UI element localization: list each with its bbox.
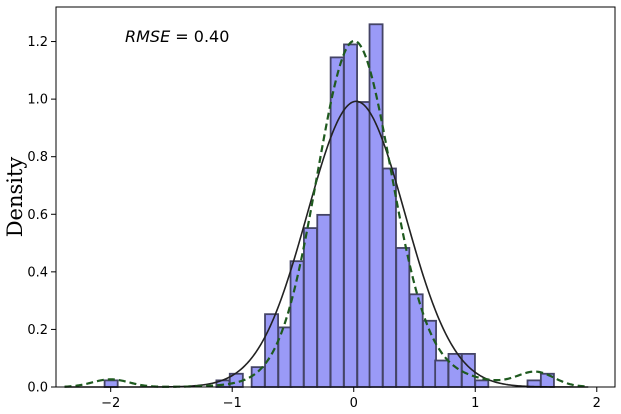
histogram-bar-0	[103, 379, 119, 388]
histogram-bar-10	[343, 43, 358, 388]
x-tick-label-3: 1	[471, 396, 479, 411]
y-tick-label-2: 0.4	[27, 265, 48, 280]
y-axis-label: Density	[3, 157, 27, 238]
histogram-bar-5	[277, 326, 293, 388]
histogram-bar-18	[447, 352, 463, 388]
x-tick-label-1: −1	[223, 396, 242, 411]
x-tick-label-2: 0	[350, 396, 358, 411]
y-tick-label-1: 0.2	[27, 323, 48, 338]
y-tick-label-6: 1.2	[27, 35, 48, 50]
axes: −2 −1 0 1 2 0.0 0.2 0.4 0.6 0.8 1.0 1.2	[27, 35, 601, 411]
histogram-bar-13	[381, 167, 397, 388]
histogram-bar-11	[356, 101, 372, 388]
rmse-annotation: RMSE = 0.40	[125, 27, 229, 46]
x-tick-label-0: −2	[101, 396, 120, 411]
y-tick-label-3: 0.6	[27, 208, 48, 223]
x-tick-label-4: 2	[593, 396, 601, 411]
histogram-bar-14	[395, 247, 411, 388]
y-tick-label-0: 0.0	[27, 381, 48, 396]
histogram-bar-20	[474, 379, 490, 388]
y-tick-label-5: 1.0	[27, 93, 48, 108]
kde-curve	[64, 39, 589, 388]
histogram-bar-9	[329, 56, 345, 388]
histogram-bar-8	[316, 213, 332, 388]
y-tick-label-4: 0.8	[27, 150, 48, 165]
histogram-bar-12	[368, 23, 384, 388]
histogram-bar-17	[434, 359, 450, 388]
histogram-bar-7	[303, 227, 318, 388]
plot-frame	[55, 6, 616, 388]
histogram-bars	[103, 23, 555, 388]
